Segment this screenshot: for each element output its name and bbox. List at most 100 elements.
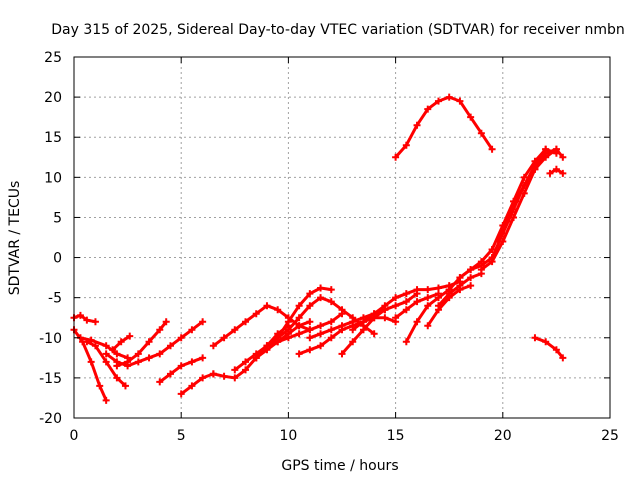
data-point	[413, 121, 421, 129]
data-point	[338, 350, 346, 358]
data-point	[102, 342, 110, 350]
data-point	[381, 314, 389, 322]
data-point	[188, 358, 196, 366]
y-tick-label: 0	[53, 251, 62, 267]
data-point	[145, 338, 153, 346]
data-point	[392, 302, 400, 310]
data-point	[546, 169, 554, 177]
data-point	[252, 354, 260, 362]
data-point	[242, 366, 250, 374]
series-arc-10	[209, 322, 292, 382]
data-point	[306, 318, 314, 326]
series-arc-29	[546, 165, 567, 177]
series-arc-19	[349, 278, 464, 334]
data-point	[188, 326, 196, 334]
data-series	[70, 93, 567, 404]
data-point	[402, 141, 410, 149]
data-point	[456, 274, 464, 282]
y-tick-label: 5	[53, 210, 62, 226]
data-point	[231, 374, 239, 382]
series-line	[497, 147, 558, 243]
data-point	[306, 290, 314, 298]
data-point	[445, 286, 453, 294]
series-arc-15	[274, 284, 335, 342]
series-line	[179, 372, 215, 396]
series-arc-8	[156, 354, 207, 386]
data-point	[531, 165, 539, 173]
data-point	[274, 334, 282, 342]
data-point	[317, 322, 325, 330]
data-point	[76, 311, 84, 319]
data-point	[424, 294, 432, 302]
data-point	[424, 302, 432, 310]
data-point	[156, 326, 164, 334]
data-point	[96, 382, 104, 390]
data-point	[87, 336, 95, 344]
data-point	[242, 358, 250, 366]
data-point	[156, 378, 164, 386]
data-point	[402, 290, 410, 298]
series-arc-6	[113, 318, 170, 370]
data-point	[349, 338, 357, 346]
data-point	[317, 342, 325, 350]
series-arc-25	[456, 145, 560, 282]
data-point	[177, 334, 185, 342]
data-point	[467, 274, 475, 282]
data-point	[370, 330, 378, 338]
y-tick-label: -15	[39, 371, 62, 387]
chart-title: Day 315 of 2025, Sidereal Day-to-day VTE…	[51, 22, 625, 38]
data-point	[166, 342, 174, 350]
data-point	[559, 169, 567, 177]
data-point	[102, 358, 110, 366]
data-point	[83, 316, 91, 324]
data-point	[495, 238, 503, 246]
grid	[74, 57, 610, 418]
data-point	[512, 197, 520, 205]
x-tick-label: 20	[494, 428, 512, 444]
data-point	[467, 266, 475, 274]
data-point	[413, 298, 421, 306]
data-point	[467, 113, 475, 121]
data-point	[209, 342, 217, 350]
data-point	[402, 298, 410, 306]
data-point	[242, 318, 250, 326]
data-point	[402, 306, 410, 314]
data-point	[381, 302, 389, 310]
data-point	[220, 334, 228, 342]
data-point	[359, 318, 367, 326]
data-point	[402, 338, 410, 346]
data-point	[542, 153, 550, 161]
data-point	[113, 374, 121, 382]
data-point	[209, 370, 217, 378]
data-point	[456, 97, 464, 105]
data-point	[520, 181, 528, 189]
plot-frame	[73, 56, 611, 419]
data-point	[434, 97, 442, 105]
data-point	[109, 346, 117, 354]
data-point	[102, 350, 110, 358]
data-point	[510, 213, 518, 221]
data-point	[552, 145, 560, 153]
data-point	[552, 165, 560, 173]
data-point	[520, 189, 528, 197]
data-point	[162, 318, 170, 326]
data-point	[117, 338, 125, 346]
data-point	[370, 310, 378, 318]
data-point	[477, 258, 485, 266]
data-point	[552, 346, 560, 354]
x-tick-label: 0	[70, 428, 79, 444]
data-point	[145, 354, 153, 362]
data-point	[349, 318, 357, 326]
series-arc-23	[434, 270, 485, 310]
data-point	[424, 286, 432, 294]
y-tick-label: 20	[44, 90, 62, 106]
x-tick-label: 10	[279, 428, 297, 444]
data-point	[284, 326, 292, 334]
data-point	[559, 354, 567, 362]
data-point	[520, 173, 528, 181]
series-line	[394, 95, 494, 159]
data-point	[338, 322, 346, 330]
data-point	[531, 157, 539, 165]
data-point	[231, 366, 239, 374]
